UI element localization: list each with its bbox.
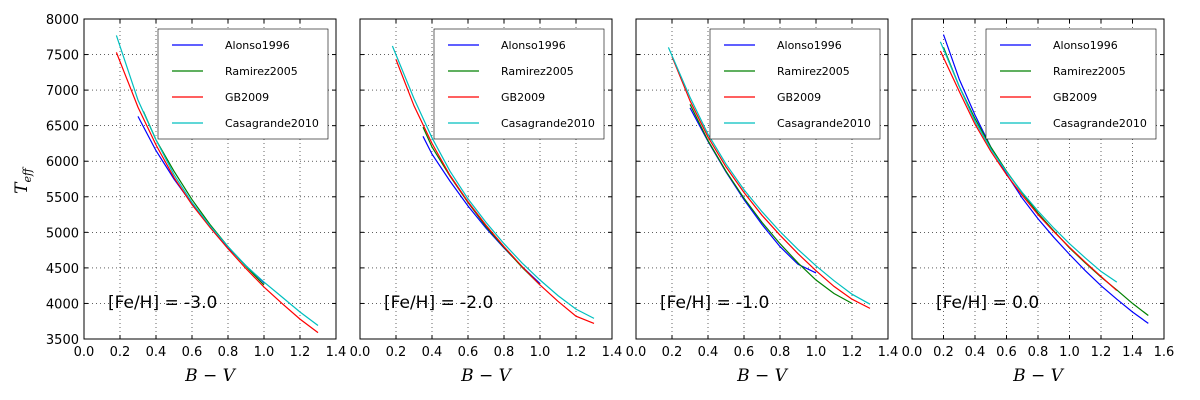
legend-label: Casagrande2010: [225, 117, 319, 130]
x-axis-label: B − V: [1012, 366, 1065, 386]
legend-label: Ramirez2005: [501, 65, 574, 78]
panel-3: 0.0 0.2 0.4 0.6 0.8 1.0 1.2 1.4 B − V Alonso1996 R…: [626, 18, 899, 386]
series-line-casagrande2010: [939, 41, 1118, 283]
legend-label: Ramirez2005: [777, 65, 850, 78]
x-tick-label: 0.0: [350, 345, 371, 360]
x-tick-label: 0.6: [458, 345, 479, 360]
x-tick-label: 0.4: [698, 345, 719, 360]
x-tick-label: 0.2: [386, 345, 407, 360]
x-axis-label: B − V: [184, 366, 237, 386]
x-tick-label: 1.0: [806, 345, 827, 360]
x-tick-label: 0.8: [494, 345, 515, 360]
series-line-casagrande2010: [391, 45, 595, 319]
x-tick-label: 0.6: [182, 345, 203, 360]
metallicity-annotation: [Fe/H] = 0.0: [936, 293, 1039, 313]
x-tick-label: 0.2: [662, 345, 683, 360]
y-tick-label: 8000: [46, 13, 79, 28]
x-tick-label: 1.4: [1122, 345, 1143, 360]
x-tick-label: 0.4: [422, 345, 443, 360]
x-tick-label: 1.4: [326, 345, 347, 360]
x-tick-label: 0.6: [734, 345, 755, 360]
legend-label: Alonso1996: [777, 39, 842, 52]
plot-frame: [635, 18, 889, 340]
legend-label: Alonso1996: [225, 39, 290, 52]
x-tick-label: 1.2: [1091, 345, 1112, 360]
x-tick-label: 0.0: [626, 345, 647, 360]
metallicity-annotation: [Fe/H] = -3.0: [108, 293, 217, 313]
legend-label: Casagrande2010: [501, 117, 595, 130]
series-line-ramirez2005: [689, 104, 853, 304]
y-tick-label: 5000: [46, 226, 79, 241]
x-axis-label: B − V: [736, 366, 789, 386]
legend-label: Alonso1996: [1053, 39, 1118, 52]
x-tick-label: 1.0: [254, 345, 275, 360]
legend-label: GB2009: [777, 91, 821, 104]
x-tick-label: 1.0: [1059, 345, 1080, 360]
legend: Alonso1996 Ramirez2005 GB2009 Casagrande201…: [709, 28, 881, 140]
plot-frame: [359, 18, 613, 340]
series-line-alonso1996: [942, 34, 1149, 324]
legend-box: [985, 28, 1157, 140]
x-tick-label: 1.4: [878, 345, 899, 360]
x-tick-label: 1.2: [290, 345, 311, 360]
x-tick-label: 0.0: [74, 345, 95, 360]
series-line-casagrande2010: [667, 47, 871, 305]
panel-1: 0.0 0.2 0.4 0.6 0.8 1.0 1.2 1.4 3500 4000 4500 5000…: [46, 13, 346, 386]
y-tick-label: 7500: [46, 49, 79, 64]
y-tick-label: 6000: [46, 155, 79, 170]
y-tick-label: 4500: [46, 262, 79, 277]
legend-box: [157, 28, 329, 140]
legend-label: Ramirez2005: [225, 65, 298, 78]
y-tick-label: 3500: [46, 333, 79, 348]
legend-label: Casagrande2010: [1053, 117, 1147, 130]
x-tick-label: 0.8: [1028, 345, 1049, 360]
legend-label: Alonso1996: [501, 39, 566, 52]
series-line-gb2009: [115, 52, 319, 334]
y-tick-label: 4000: [46, 297, 79, 312]
x-tick-label: 0.6: [996, 345, 1017, 360]
x-tick-label: 0.8: [770, 345, 791, 360]
x-tick-label: 0.0: [902, 345, 923, 360]
series-line-gb2009: [939, 50, 1118, 292]
x-tick-label: 1.6: [1154, 345, 1175, 360]
x-tick-label: 0.8: [218, 345, 239, 360]
legend-label: GB2009: [225, 91, 269, 104]
legend-label: Ramirez2005: [1053, 65, 1126, 78]
x-tick-label: 0.2: [110, 345, 131, 360]
legend-label: GB2009: [501, 91, 545, 104]
panel-2: 0.0 0.2 0.4 0.6 0.8 1.0 1.2 1.4 B − V Alonso1996 R…: [350, 18, 623, 386]
metallicity-annotation: [Fe/H] = -2.0: [384, 293, 493, 313]
series-line-gb2009: [395, 59, 595, 324]
x-tick-label: 1.0: [530, 345, 551, 360]
legend-box: [433, 28, 605, 140]
x-tick-label: 0.2: [933, 345, 954, 360]
x-tick-label: 0.4: [965, 345, 986, 360]
series-line-gb2009: [671, 56, 871, 309]
x-tick-label: 1.2: [842, 345, 863, 360]
y-tick-label: 6500: [46, 120, 79, 135]
y-tick-label: 5500: [46, 191, 79, 206]
x-tick-label: 1.4: [602, 345, 623, 360]
metallicity-annotation: [Fe/H] = -1.0: [660, 293, 769, 313]
series-line-ramirez2005: [422, 126, 541, 286]
legend: Alonso1996 Ramirez2005 GB2009 Casagrande201…: [985, 28, 1157, 140]
legend-label: Casagrande2010: [777, 117, 871, 130]
panel-4: 0.0 0.2 0.4 0.6 0.8 1.0 1.2 1.4 1.6 B − V Alonso19…: [902, 18, 1175, 386]
y-axis-label: Teff: [12, 166, 34, 194]
x-tick-label: 0.4: [146, 345, 167, 360]
series-line-casagrande2010: [115, 35, 319, 326]
legend: Alonso1996 Ramirez2005 GB2009 Casagrande201…: [157, 28, 329, 140]
legend-label: GB2009: [1053, 91, 1097, 104]
plot-frame: [83, 18, 337, 340]
y-tick-label: 7000: [46, 84, 79, 99]
legend: Alonso1996 Ramirez2005 GB2009 Casagrande201…: [433, 28, 605, 140]
x-axis-label: B − V: [460, 366, 513, 386]
x-tick-label: 1.2: [566, 345, 587, 360]
legend-box: [709, 28, 881, 140]
